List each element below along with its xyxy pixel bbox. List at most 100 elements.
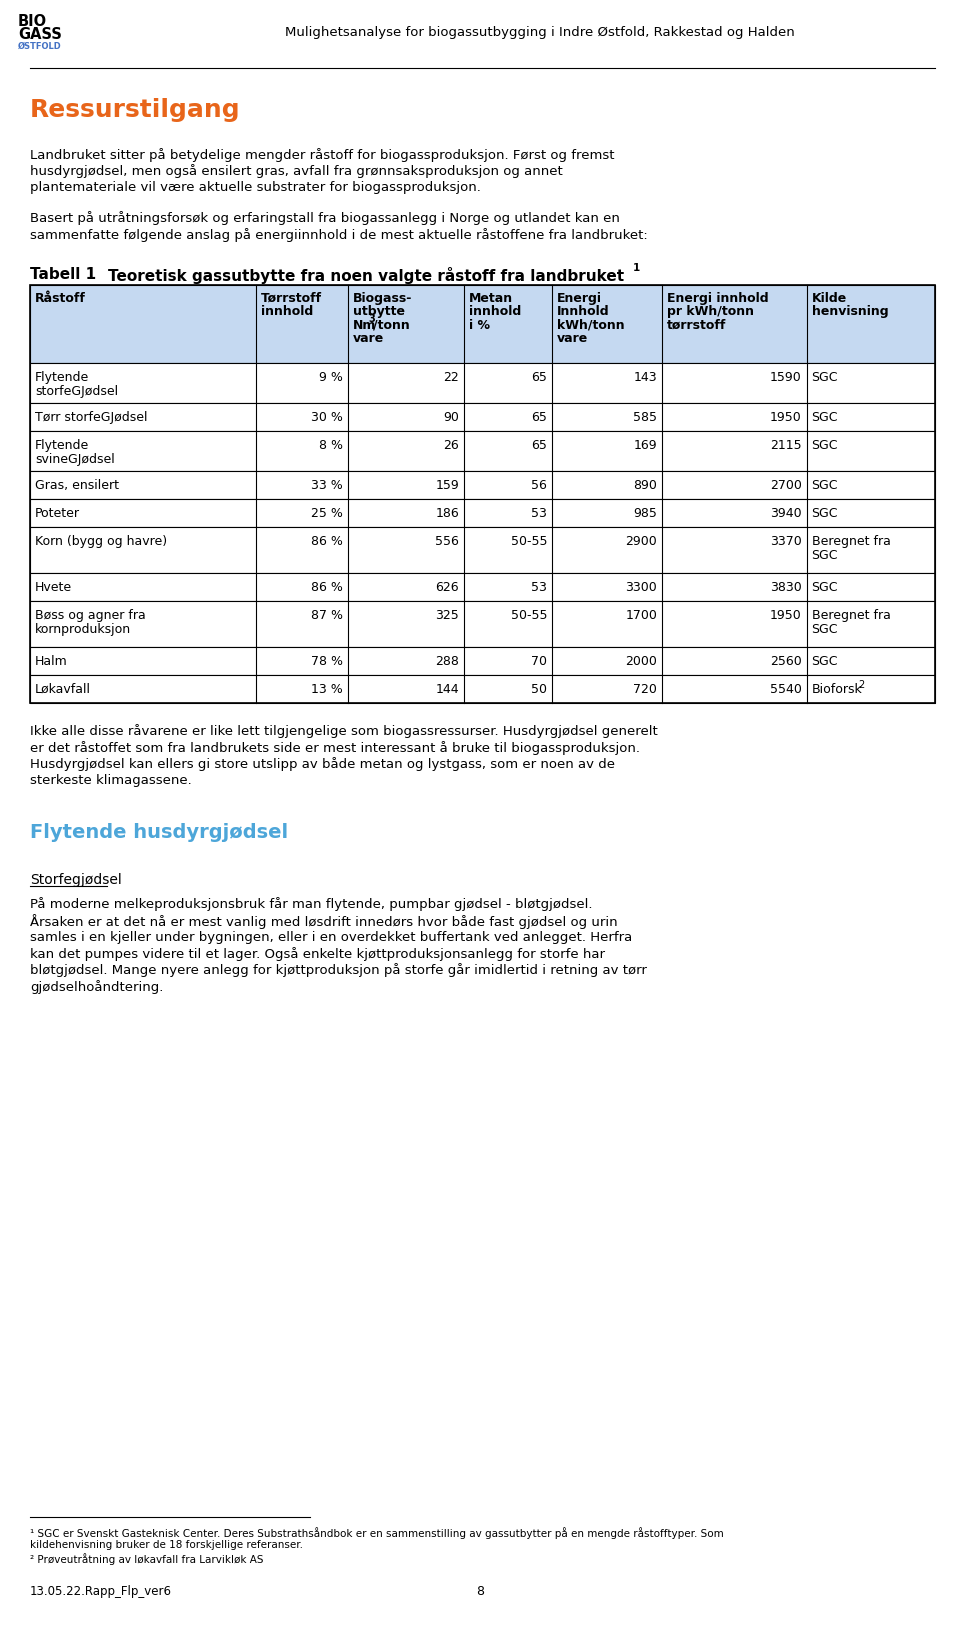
Text: 325: 325 <box>436 608 459 622</box>
Text: 1700: 1700 <box>625 608 658 622</box>
Text: Løkavfall: Løkavfall <box>35 682 91 695</box>
Bar <box>30 363 935 402</box>
Text: bløtgjødsel. Mange nyere anlegg for kjøttproduksjon på storfe går imidlertid i r: bløtgjødsel. Mange nyere anlegg for kjøt… <box>30 963 647 978</box>
Text: husdyrgjødsel, men også ensilert gras, avfall fra grønnsaksproduksjon og annet: husdyrgjødsel, men også ensilert gras, a… <box>30 164 563 179</box>
Text: Hvete: Hvete <box>35 581 72 594</box>
Text: Biogass-: Biogass- <box>353 291 413 304</box>
Text: Nm: Nm <box>353 319 376 332</box>
Text: 2560: 2560 <box>770 654 802 667</box>
Text: vare: vare <box>557 332 588 345</box>
Text: innhold: innhold <box>261 304 314 317</box>
Text: 70: 70 <box>531 654 547 667</box>
Bar <box>30 470 935 498</box>
Text: 53: 53 <box>531 506 547 519</box>
Text: SGC: SGC <box>811 654 838 667</box>
Text: SGC: SGC <box>811 478 838 491</box>
Bar <box>30 646 935 675</box>
Text: 626: 626 <box>436 581 459 594</box>
Text: Energi innhold: Energi innhold <box>667 291 769 304</box>
Text: Halm: Halm <box>35 654 68 667</box>
Text: 144: 144 <box>436 682 459 695</box>
Text: ØSTFOLD: ØSTFOLD <box>18 42 61 50</box>
Text: 2900: 2900 <box>626 535 658 548</box>
Text: 33 %: 33 % <box>311 478 343 491</box>
Text: pr kWh/tonn: pr kWh/tonn <box>667 304 755 317</box>
Text: svineGJødsel: svineGJødsel <box>35 452 115 465</box>
Text: Husdyrgjødsel kan ellers gi store utslipp av både metan og lystgass, som er noen: Husdyrgjødsel kan ellers gi store utslip… <box>30 758 615 771</box>
Bar <box>30 600 935 646</box>
Text: vare: vare <box>353 332 384 345</box>
Text: 2: 2 <box>858 680 864 690</box>
Text: SGC: SGC <box>811 439 838 452</box>
Text: 585: 585 <box>634 410 658 423</box>
Text: Landbruket sitter på betydelige mengder råstoff for biogassproduksjon. Først og : Landbruket sitter på betydelige mengder … <box>30 148 614 163</box>
Text: Tørr storfeGJødsel: Tørr storfeGJødsel <box>35 410 148 423</box>
Text: SGC: SGC <box>811 506 838 519</box>
Text: 50-55: 50-55 <box>511 535 547 548</box>
Text: 25 %: 25 % <box>311 506 343 519</box>
Text: gjødselhoåndtering.: gjødselhoåndtering. <box>30 979 163 994</box>
Text: 2115: 2115 <box>770 439 802 452</box>
Text: 22: 22 <box>444 371 459 384</box>
Bar <box>30 402 935 431</box>
Text: 720: 720 <box>634 682 658 695</box>
Bar <box>30 498 935 527</box>
Text: 13.05.22.Rapp_Flp_ver6: 13.05.22.Rapp_Flp_ver6 <box>30 1585 172 1598</box>
Text: 26: 26 <box>444 439 459 452</box>
Bar <box>30 527 935 573</box>
Text: i %: i % <box>469 319 491 332</box>
Text: 985: 985 <box>634 506 658 519</box>
Text: kornproduksjon: kornproduksjon <box>35 623 132 636</box>
Text: 1950: 1950 <box>770 608 802 622</box>
Text: Råstoff: Råstoff <box>35 291 85 304</box>
Text: På moderne melkeproduksjonsbruk får man flytende, pumpbar gjødsel - bløtgjødsel.: På moderne melkeproduksjonsbruk får man … <box>30 898 592 911</box>
Text: 1950: 1950 <box>770 410 802 423</box>
Text: Metan: Metan <box>469 291 514 304</box>
Text: Bøss og agner fra: Bøss og agner fra <box>35 608 146 622</box>
Text: Tørrstoff: Tørrstoff <box>261 291 323 304</box>
Text: 556: 556 <box>435 535 459 548</box>
Text: henvisning: henvisning <box>811 304 888 317</box>
Text: 78 %: 78 % <box>311 654 343 667</box>
Text: 9 %: 9 % <box>319 371 343 384</box>
Text: ¹ SGC er Svenskt Gasteknisk Center. Deres Substrathsåndbok er en sammenstilling : ¹ SGC er Svenskt Gasteknisk Center. Dere… <box>30 1528 724 1539</box>
Text: Flytende: Flytende <box>35 371 89 384</box>
Text: 90: 90 <box>444 410 459 423</box>
Text: Basert på utråtningsforsøk og erfaringstall fra biogassanlegg i Norge og utlande: Basert på utråtningsforsøk og erfaringst… <box>30 212 620 226</box>
Text: 159: 159 <box>436 478 459 491</box>
Bar <box>30 675 935 703</box>
Text: innhold: innhold <box>469 304 521 317</box>
Bar <box>30 285 935 703</box>
Text: 890: 890 <box>634 478 658 491</box>
Text: 8 %: 8 % <box>319 439 343 452</box>
Text: 65: 65 <box>531 410 547 423</box>
Text: 1590: 1590 <box>770 371 802 384</box>
Text: Energi: Energi <box>557 291 602 304</box>
Bar <box>30 431 935 470</box>
Text: Beregnet fra: Beregnet fra <box>811 535 891 548</box>
Text: Mulighetsanalyse for biogassutbygging i Indre Østfold, Rakkestad og Halden: Mulighetsanalyse for biogassutbygging i … <box>285 26 795 39</box>
Text: SGC: SGC <box>811 623 838 636</box>
Text: 3830: 3830 <box>770 581 802 594</box>
Text: 2000: 2000 <box>625 654 658 667</box>
Text: kildehenvisning bruker de 18 forskjellige referanser.: kildehenvisning bruker de 18 forskjellig… <box>30 1541 303 1551</box>
Text: Ressurstilgang: Ressurstilgang <box>30 98 241 122</box>
Text: SGC: SGC <box>811 410 838 423</box>
Text: 86 %: 86 % <box>311 581 343 594</box>
Text: Korn (bygg og havre): Korn (bygg og havre) <box>35 535 167 548</box>
Text: 143: 143 <box>634 371 658 384</box>
Text: sterkeste klimagassene.: sterkeste klimagassene. <box>30 774 192 787</box>
Text: storfeGJødsel: storfeGJødsel <box>35 384 118 397</box>
Text: Kilde: Kilde <box>811 291 847 304</box>
Text: Flytende: Flytende <box>35 439 89 452</box>
Text: Poteter: Poteter <box>35 506 80 519</box>
Text: 50-55: 50-55 <box>511 608 547 622</box>
Text: Flytende husdyrgjødsel: Flytende husdyrgjødsel <box>30 823 288 841</box>
Text: 56: 56 <box>531 478 547 491</box>
Text: Beregnet fra: Beregnet fra <box>811 608 891 622</box>
Text: 8: 8 <box>476 1585 484 1598</box>
Text: 30 %: 30 % <box>311 410 343 423</box>
Text: Gras, ensilert: Gras, ensilert <box>35 478 119 491</box>
Text: SGC: SGC <box>811 581 838 594</box>
Text: 13 %: 13 % <box>311 682 343 695</box>
